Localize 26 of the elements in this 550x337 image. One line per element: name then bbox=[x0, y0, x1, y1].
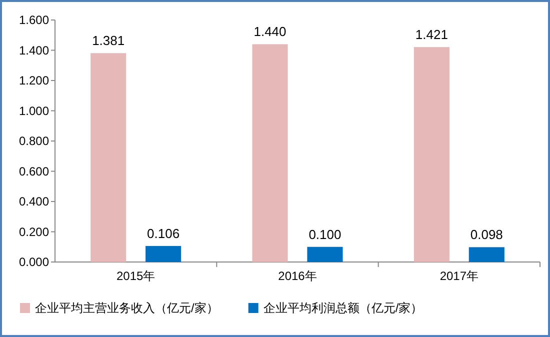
y-tick-label: 1.200 bbox=[18, 74, 50, 88]
y-tick-label: 0.600 bbox=[18, 164, 50, 178]
bar bbox=[468, 247, 504, 262]
y-tick-label: 1.600 bbox=[18, 13, 50, 27]
data-label: 1.440 bbox=[254, 24, 286, 40]
data-label: 1.381 bbox=[92, 33, 125, 48]
data-label: 0.098 bbox=[470, 227, 503, 242]
y-tick-label: 0.000 bbox=[18, 255, 50, 269]
y-tick-label: 0.200 bbox=[18, 224, 50, 239]
legend-label: 企业平均利润总额（亿元/家） bbox=[263, 301, 423, 315]
x-tick-label: 2016年 bbox=[278, 269, 317, 283]
bar bbox=[252, 44, 288, 262]
bar bbox=[307, 246, 343, 262]
x-tick-label: 2017年 bbox=[440, 269, 479, 283]
bar bbox=[414, 47, 450, 262]
x-tick-label: 2015年 bbox=[116, 269, 156, 283]
legend-label: 企业平均主营业务收入（亿元/家） bbox=[35, 301, 218, 315]
y-tick-label: 0.800 bbox=[18, 134, 50, 148]
data-label: 0.106 bbox=[147, 226, 180, 241]
bar bbox=[90, 53, 126, 262]
data-label: 1.421 bbox=[415, 27, 448, 42]
y-tick-label: 1.000 bbox=[18, 104, 50, 118]
data-label: 0.100 bbox=[308, 226, 342, 242]
bar bbox=[146, 246, 182, 262]
y-tick-label: 1.400 bbox=[18, 43, 50, 58]
y-tick-label: 0.400 bbox=[18, 194, 50, 208]
